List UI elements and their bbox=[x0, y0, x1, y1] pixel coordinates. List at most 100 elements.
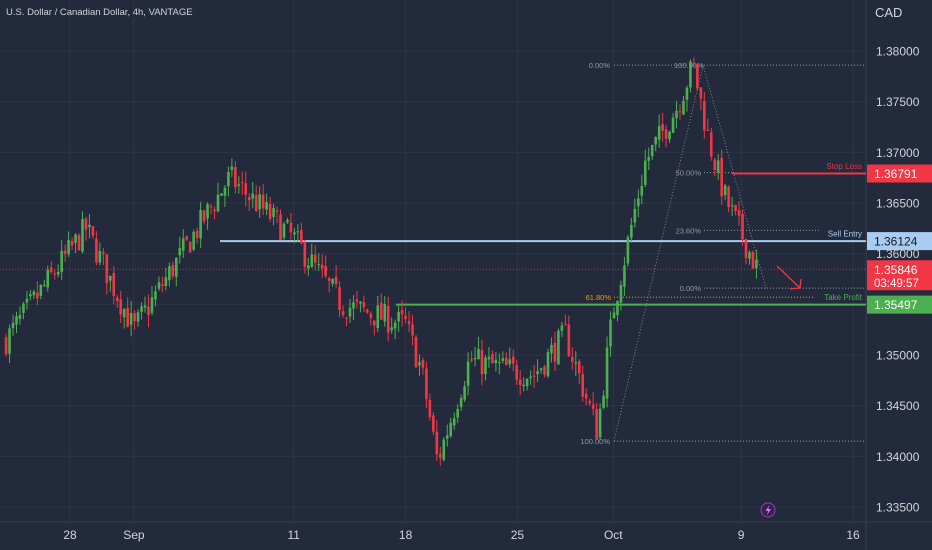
candle-down bbox=[439, 453, 442, 458]
candle-up bbox=[675, 110, 678, 119]
candle-down bbox=[386, 305, 390, 333]
candle-up bbox=[42, 284, 46, 286]
candle-down bbox=[213, 209, 216, 212]
last-price-badge bbox=[867, 260, 932, 291]
candle-down bbox=[373, 320, 376, 326]
price-badge-text: 1.35497 bbox=[874, 298, 918, 312]
price-tick-label: 1.34500 bbox=[876, 399, 920, 413]
candle-up bbox=[32, 291, 36, 296]
candle-down bbox=[709, 132, 713, 157]
price-tick-label: 1.33500 bbox=[876, 501, 920, 515]
candle-down bbox=[696, 64, 699, 89]
candle-down bbox=[518, 379, 522, 385]
lightning-icon[interactable] bbox=[760, 502, 776, 518]
candle-down bbox=[414, 337, 418, 368]
price-badge-take-profit bbox=[867, 295, 932, 314]
candle-up bbox=[557, 330, 560, 365]
fibonacci-retracement: 0.00% 100.00% 50.00% 23.60% 0.00% 61.80% 100.0… bbox=[580, 61, 866, 446]
candle-up bbox=[536, 371, 539, 375]
candle-down bbox=[275, 210, 279, 212]
candle-down bbox=[577, 361, 581, 374]
candle-up bbox=[129, 312, 133, 325]
candle-up bbox=[449, 422, 453, 437]
candle-down bbox=[147, 306, 150, 316]
price-tick-label: 1.35000 bbox=[876, 349, 920, 363]
candle-up bbox=[484, 357, 487, 375]
currency-label[interactable]: CAD bbox=[875, 5, 902, 20]
candle-up bbox=[237, 184, 241, 186]
candle-up bbox=[626, 237, 630, 264]
candle-up bbox=[88, 224, 91, 228]
fib-level-label: 0.00% bbox=[680, 284, 702, 293]
price-levels: Stop Loss Sell Entry Take Profit bbox=[0, 162, 866, 306]
candle-up bbox=[168, 266, 171, 281]
candle-up bbox=[227, 171, 230, 187]
candle-up bbox=[529, 376, 532, 379]
candle-down bbox=[425, 368, 428, 400]
candle-up bbox=[630, 225, 633, 238]
candle-up bbox=[8, 328, 11, 354]
candle-down bbox=[63, 250, 67, 254]
candle-up bbox=[136, 312, 140, 322]
candle-down bbox=[171, 265, 175, 277]
time-tick-label: 28 bbox=[63, 528, 77, 542]
candle-up bbox=[640, 185, 644, 196]
candle-down bbox=[300, 229, 303, 244]
fib-level-label: 100.00% bbox=[580, 437, 610, 446]
time-tick-label: 16 bbox=[846, 528, 860, 542]
candle-down bbox=[744, 238, 748, 258]
candle-down bbox=[379, 302, 383, 320]
candle-down bbox=[571, 356, 574, 362]
candle-down bbox=[362, 302, 366, 308]
price-tick-label: 1.34000 bbox=[876, 450, 920, 464]
candle-down bbox=[261, 194, 265, 209]
candle-up bbox=[668, 131, 671, 140]
candle-down bbox=[661, 123, 664, 131]
candle-up bbox=[442, 439, 446, 460]
candle-up bbox=[723, 185, 727, 196]
candle-down bbox=[703, 100, 706, 131]
arrow-head bbox=[789, 278, 802, 290]
candle-down bbox=[77, 235, 81, 251]
fib-trend-line bbox=[613, 65, 704, 442]
candle-down bbox=[664, 129, 668, 139]
candle-up bbox=[456, 409, 459, 418]
price-tick-label: 1.37500 bbox=[876, 95, 920, 109]
candle-down bbox=[202, 210, 206, 222]
candle-down bbox=[532, 375, 536, 377]
candle-down bbox=[699, 87, 703, 99]
candle-up bbox=[671, 117, 675, 133]
time-tick-label: Sep bbox=[123, 528, 145, 542]
candle-up bbox=[22, 303, 25, 313]
candle-down bbox=[195, 230, 199, 238]
candle-up bbox=[352, 302, 355, 309]
candle-down bbox=[355, 299, 359, 302]
candle-up bbox=[605, 347, 609, 399]
candle-down bbox=[515, 365, 519, 380]
candle-up bbox=[473, 357, 477, 360]
time-tick-label: 25 bbox=[511, 528, 525, 542]
price-tick-label: 1.37000 bbox=[876, 146, 920, 160]
candle-up bbox=[508, 359, 512, 365]
candle-up bbox=[623, 265, 626, 287]
candle-up bbox=[359, 301, 362, 304]
candle-up bbox=[18, 314, 22, 319]
time-tick-label: 18 bbox=[399, 528, 413, 542]
price-badge-text: 1.36791 bbox=[874, 167, 918, 181]
candle-down bbox=[279, 214, 282, 241]
fib-level-label: 50.00% bbox=[676, 169, 702, 178]
candle-up bbox=[598, 408, 602, 438]
candle-up bbox=[682, 100, 685, 115]
candle-up bbox=[258, 194, 261, 210]
price-axis[interactable]: 1.380001.375001.370001.365001.360001.355… bbox=[876, 45, 920, 515]
candle-down bbox=[91, 226, 95, 236]
candlestick-series bbox=[4, 57, 758, 466]
candle-up bbox=[459, 397, 463, 408]
candle-down bbox=[595, 408, 598, 440]
level-label-sell-entry: Sell Entry bbox=[828, 230, 862, 239]
candle-down bbox=[70, 241, 74, 246]
countdown-text: 03:49:57 bbox=[874, 278, 919, 290]
time-axis[interactable]: 28 Sep 11 18 25 Oct 9 16 bbox=[63, 528, 860, 542]
